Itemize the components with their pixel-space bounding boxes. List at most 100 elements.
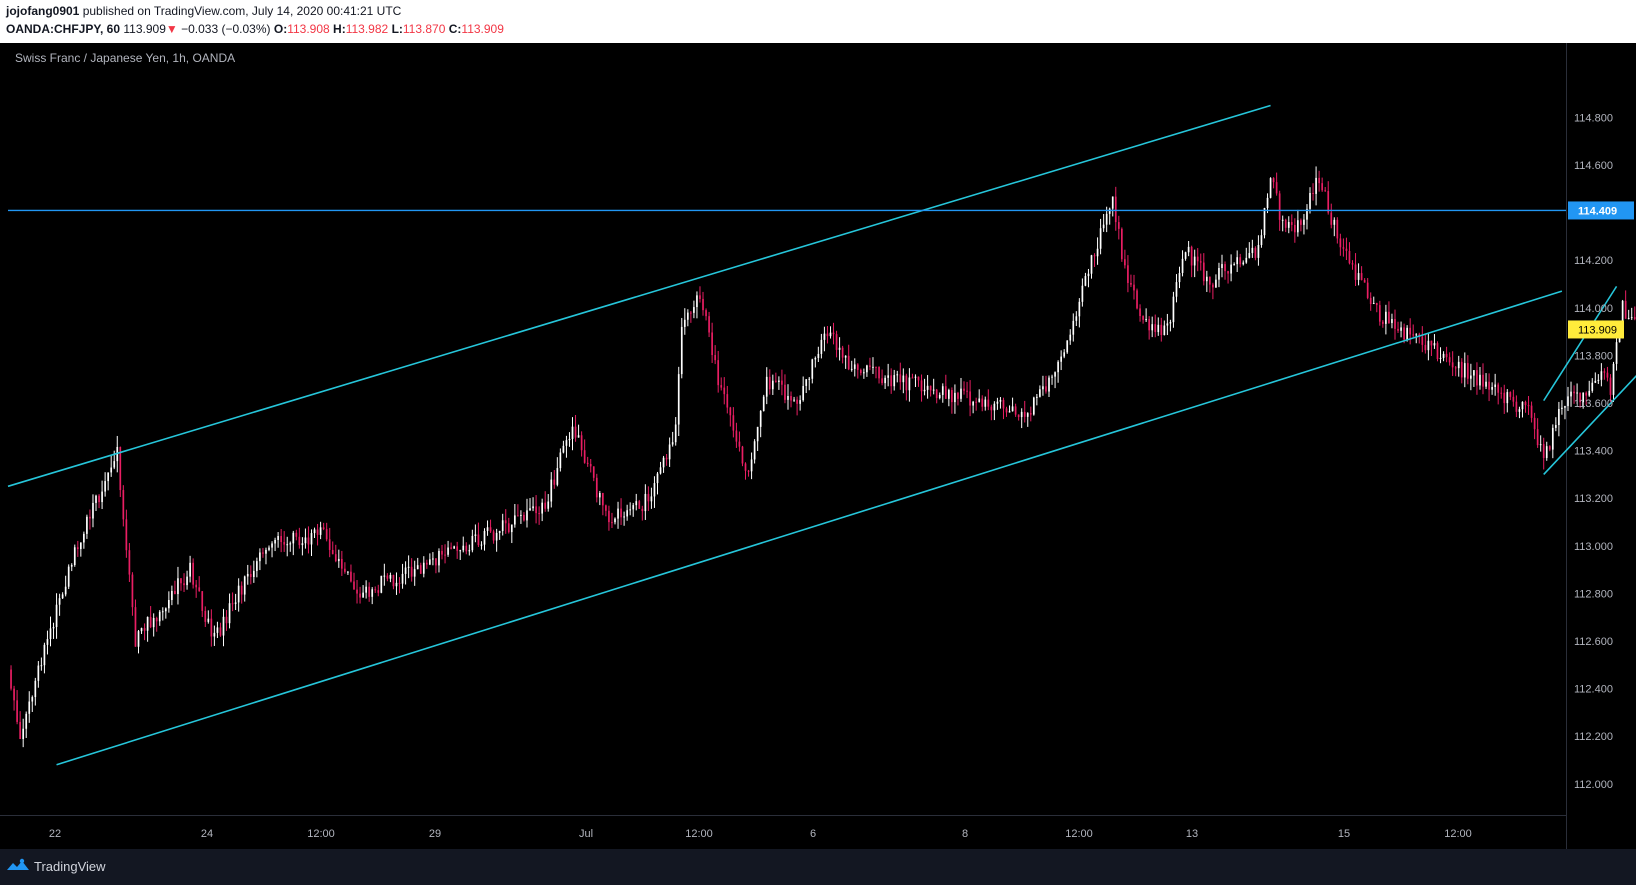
candle-body [1454, 367, 1457, 369]
candle-body [1606, 372, 1609, 378]
candle [823, 326, 826, 352]
candle-body [64, 586, 67, 595]
candle-body [1300, 220, 1302, 225]
level-price-label: 114.409 [1578, 205, 1617, 217]
candle [1527, 396, 1530, 415]
candle-body [1160, 324, 1163, 336]
candle [1457, 355, 1460, 377]
candle [432, 552, 434, 566]
candle [101, 480, 103, 510]
candle-body [589, 463, 592, 467]
candle-body [319, 527, 322, 535]
chart-svg[interactable]: Swiss Franc / Japanese Yen, 1h, OANDA 11… [0, 43, 1636, 849]
tradingview-logo-icon[interactable] [6, 858, 30, 879]
candle-body [256, 561, 258, 571]
tradingview-brand[interactable]: TradingView [34, 859, 106, 874]
candle [1157, 317, 1160, 336]
price-axis[interactable]: 114.800 114.600 114.200 114.000 113.800 113.6… [1568, 112, 1634, 791]
candle [92, 494, 94, 528]
candle-body [602, 493, 604, 506]
candle [1218, 262, 1220, 288]
price-tick-label: 113.200 [1574, 493, 1613, 505]
candle [456, 541, 459, 559]
candle [835, 330, 838, 358]
time-axis[interactable]: 22 24 12:00 29 Jul 12:00 6 8 12:00 13 15 12:00 [49, 828, 1472, 840]
candle [1293, 218, 1296, 243]
candle-body [46, 639, 49, 645]
candle-body [1342, 247, 1345, 249]
candle [574, 414, 577, 442]
candle-body [259, 552, 261, 562]
candle [1479, 367, 1481, 390]
candle-body [1324, 190, 1327, 192]
candle-body [19, 721, 21, 739]
candle-body [1588, 390, 1591, 396]
candle [535, 495, 537, 524]
candle-body [183, 583, 185, 586]
candle [1533, 412, 1536, 440]
candle [735, 422, 738, 448]
last-price-label: 113.909 [1578, 324, 1617, 336]
candle [981, 395, 984, 412]
candle-body [83, 533, 85, 543]
candle-body [1218, 267, 1220, 280]
candle [753, 439, 756, 464]
candle-body [240, 585, 243, 595]
candle [353, 572, 355, 590]
candle [401, 563, 404, 589]
candle [1096, 237, 1099, 265]
candle-body [571, 426, 574, 439]
drawings[interactable] [7, 104, 1636, 766]
candle [16, 690, 18, 725]
symbol-label: OANDA:CHFJPY, 60 [6, 22, 121, 36]
candle-body [1117, 222, 1120, 229]
candle [1345, 237, 1348, 261]
candle [617, 501, 619, 529]
candle [1494, 373, 1496, 396]
candle-body [304, 537, 307, 544]
candle-body [177, 578, 179, 595]
candle-body [28, 701, 31, 714]
candle [583, 439, 586, 464]
candle-body [529, 508, 531, 511]
candle [1005, 406, 1008, 417]
candle [1245, 247, 1248, 264]
candle-body [954, 392, 956, 403]
candle [1287, 216, 1290, 234]
price-tick-label: 114.600 [1574, 160, 1613, 172]
candle [1290, 214, 1293, 232]
candle [158, 610, 161, 626]
candle-body [905, 375, 908, 391]
candle [237, 578, 240, 612]
candle-body [134, 607, 137, 647]
candle-body [110, 467, 113, 473]
candle-body [195, 584, 198, 588]
candle-body [1597, 379, 1600, 381]
candle [677, 366, 680, 437]
candle [1594, 372, 1597, 384]
candle-body [690, 312, 692, 314]
candle-body [301, 543, 304, 546]
candle-body [92, 502, 94, 519]
candle-body [914, 376, 917, 378]
author-name[interactable]: jojofang0901 [6, 4, 80, 18]
candle-body [753, 441, 756, 460]
candle [341, 550, 343, 576]
candle-body [1248, 253, 1251, 258]
candle [1133, 274, 1135, 300]
candle-body [456, 546, 459, 551]
candle-body [262, 552, 264, 554]
candle-body [938, 394, 941, 399]
candle [216, 621, 219, 639]
candle [759, 410, 762, 438]
candle-body [966, 390, 968, 392]
candle-body [513, 515, 516, 525]
chart-area[interactable]: Swiss Franc / Japanese Yen, 1h, OANDA 11… [0, 43, 1636, 849]
candle-body [192, 562, 194, 585]
candle-body [662, 457, 665, 468]
candle-body [140, 628, 143, 632]
candle-body [574, 426, 577, 438]
candle-body [841, 347, 844, 358]
candle-body [1366, 282, 1369, 298]
candle-body [219, 627, 222, 636]
